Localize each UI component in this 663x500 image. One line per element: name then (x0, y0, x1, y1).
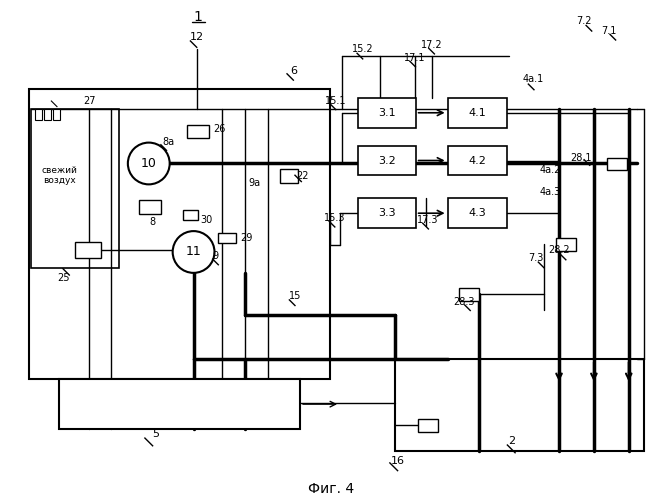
Bar (44, 109, 51, 120)
Text: 8: 8 (150, 217, 156, 227)
Bar (448, 198, 507, 228)
Bar (358, 98, 416, 128)
Bar (280, 170, 298, 183)
Text: 4.2: 4.2 (469, 156, 487, 166)
Bar (182, 210, 198, 220)
Text: 7.1: 7.1 (601, 26, 617, 36)
Bar (31, 109, 119, 268)
Text: 2: 2 (508, 436, 514, 446)
Bar (75, 242, 101, 258)
Bar (459, 288, 479, 300)
Circle shape (172, 231, 215, 273)
Bar (448, 98, 507, 128)
Text: 3.2: 3.2 (378, 156, 396, 166)
Text: 25: 25 (57, 273, 70, 283)
Text: 29: 29 (241, 233, 253, 243)
Text: 4a.1: 4a.1 (522, 74, 544, 84)
Text: 5: 5 (152, 429, 159, 439)
Text: 17.1: 17.1 (404, 53, 426, 63)
Bar (556, 238, 576, 251)
Text: 8a: 8a (162, 136, 175, 146)
Text: 3.3: 3.3 (378, 208, 396, 218)
Bar (358, 198, 416, 228)
Text: 10: 10 (141, 157, 156, 170)
Text: 12: 12 (190, 32, 204, 42)
Bar (29, 89, 330, 380)
Bar (186, 124, 209, 138)
Text: 17.2: 17.2 (421, 40, 442, 50)
Text: 15.3: 15.3 (324, 213, 345, 223)
Bar (219, 233, 237, 243)
Text: 17.3: 17.3 (417, 215, 438, 225)
Bar (607, 158, 627, 170)
Bar (418, 419, 438, 432)
Text: 28.3: 28.3 (453, 296, 475, 306)
Text: 9a: 9a (249, 178, 261, 188)
Text: свежий
воздух: свежий воздух (41, 166, 77, 185)
Text: 11: 11 (186, 246, 202, 258)
Bar (358, 146, 416, 176)
Text: 6: 6 (290, 66, 298, 76)
Text: 1: 1 (193, 10, 202, 24)
Text: 3.1: 3.1 (378, 108, 396, 118)
Text: 27: 27 (83, 96, 95, 106)
Text: 7.3: 7.3 (528, 253, 544, 263)
Text: 16: 16 (391, 456, 404, 466)
Text: 9: 9 (213, 251, 219, 261)
Circle shape (128, 142, 170, 184)
Text: 22: 22 (296, 172, 308, 181)
Text: 28.2: 28.2 (548, 245, 570, 255)
Text: 30: 30 (200, 215, 213, 225)
Text: 4.1: 4.1 (469, 108, 486, 118)
Text: 28.1: 28.1 (570, 152, 591, 162)
Text: Фиг. 4: Фиг. 4 (308, 482, 354, 496)
Text: 7.2: 7.2 (576, 16, 591, 26)
Bar (59, 380, 300, 429)
Bar (35, 109, 42, 120)
Text: 26: 26 (213, 124, 226, 134)
Text: 15.1: 15.1 (326, 96, 347, 106)
Bar (53, 109, 60, 120)
Text: 15.2: 15.2 (352, 44, 374, 54)
Text: 15: 15 (289, 290, 302, 300)
Bar (139, 200, 160, 214)
Bar (448, 146, 507, 176)
Text: 4a.3: 4a.3 (539, 188, 560, 198)
Bar (394, 360, 644, 451)
Text: 4.3: 4.3 (469, 208, 486, 218)
Text: 4a.2: 4a.2 (539, 166, 560, 175)
